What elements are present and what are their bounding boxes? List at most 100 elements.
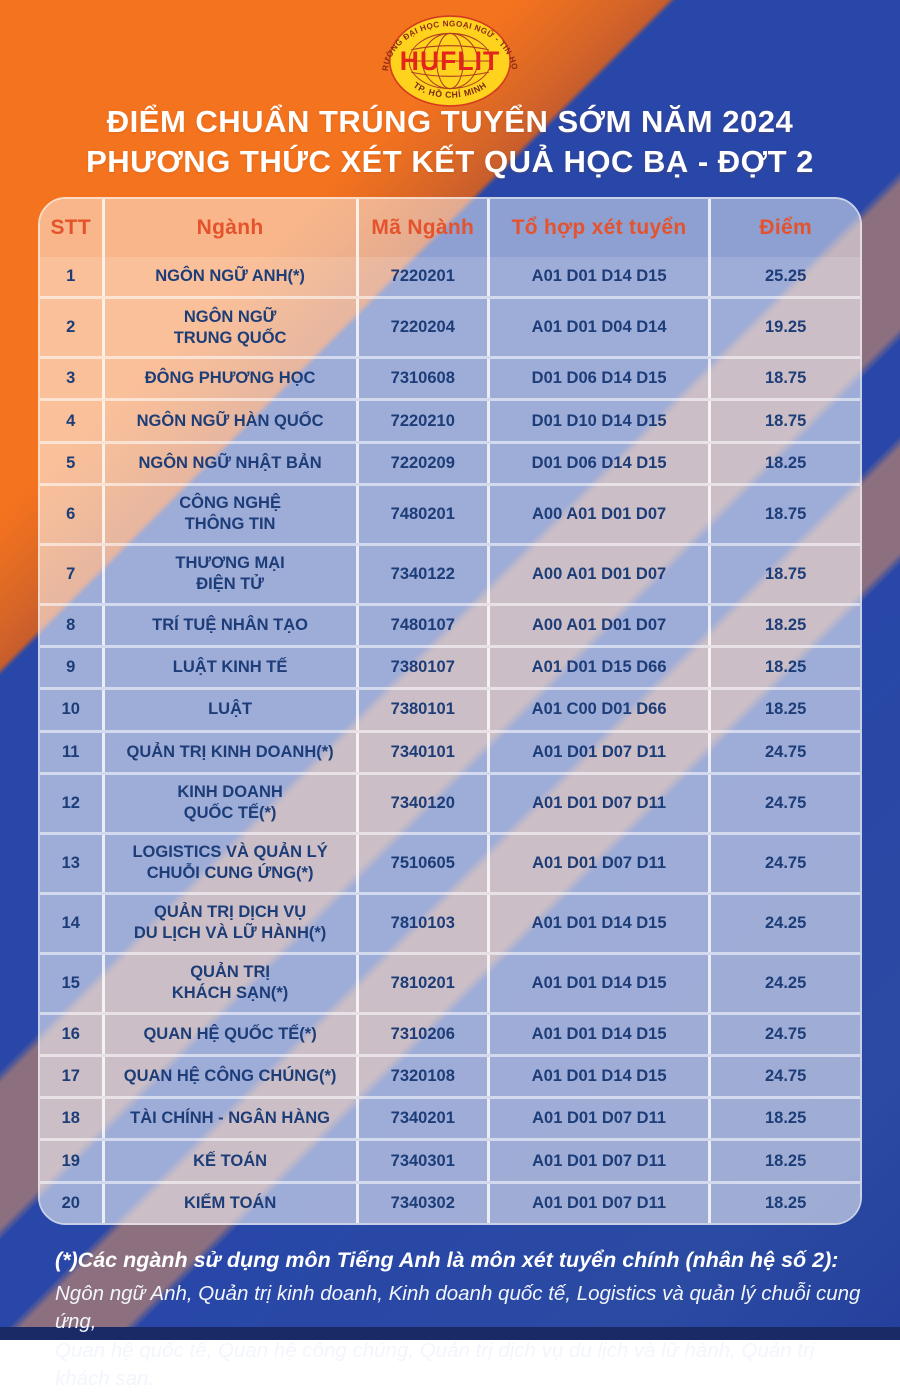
- table-row: 9 LUẬT KINH TẾ 7380107 A01 D01 D15 D66 18.25: [40, 645, 860, 688]
- row-stt: 9: [40, 648, 102, 688]
- row-score: 18.25: [708, 443, 860, 483]
- admission-scores-table: STT Ngành Mã Ngành Tổ hợp xét tuyển Điểm…: [38, 197, 862, 1225]
- row-score: 18.75: [708, 486, 860, 543]
- logo-name-text: HUFLIT: [400, 46, 500, 76]
- table-row: 8 TRÍ TUỆ NHÂN TẠO 7480107 A00 A01 D01 D07 1…: [40, 602, 860, 646]
- row-major-code: 7810201: [355, 954, 487, 1012]
- table-row: 1 NGÔN NGỮ ANH(*) 7220201 A01 D01 D14 D15 25…: [40, 257, 860, 297]
- row-major-name: QUẢN TRỊ DỊCH VỤ DU LỊCH VÀ LỮ HÀNH(*): [101, 894, 356, 952]
- row-score: 18.25: [708, 1183, 860, 1223]
- row-stt: 17: [40, 1056, 102, 1097]
- row-stt: 16: [40, 1014, 102, 1054]
- table-row: 14 QUẢN TRỊ DỊCH VỤ DU LỊCH VÀ LỮ HÀNH(*)…: [40, 891, 860, 952]
- row-major-name: CÔNG NGHỆ THÔNG TIN: [101, 486, 356, 543]
- row-major-code: 7340302: [355, 1183, 487, 1223]
- row-major-name: KẾ TOÁN: [101, 1141, 356, 1181]
- page-title-line1: ĐIỂM CHUẨN TRÚNG TUYỂN SỚM NĂM 2024: [106, 104, 794, 139]
- footnote-line1: Ngôn ngữ Anh, Quản trị kinh doanh, Kinh …: [55, 1282, 861, 1334]
- row-major-code: 7480201: [355, 486, 487, 543]
- row-stt: 13: [40, 834, 102, 892]
- row-major-name: NGÔN NGỮ TRUNG QUỐC: [101, 299, 356, 357]
- row-stt: 18: [40, 1099, 102, 1139]
- row-stt: 20: [40, 1183, 102, 1223]
- row-major-code: 7220210: [355, 401, 487, 441]
- row-major-name: QUAN HỆ CÔNG CHÚNG(*): [101, 1056, 356, 1097]
- footnote: (*)Các ngành sử dụng môn Tiếng Anh là mô…: [55, 1248, 865, 1393]
- row-subject-combination: A00 A01 D01 D07: [486, 486, 709, 543]
- row-score: 18.75: [708, 401, 860, 441]
- row-major-name: LOGISTICS VÀ QUẢN LÝ CHUỖI CUNG ỨNG(*): [101, 834, 356, 892]
- row-score: 18.25: [708, 648, 860, 688]
- row-subject-combination: A01 D01 D14 D15: [486, 257, 709, 297]
- row-score: 24.75: [708, 1014, 860, 1054]
- row-stt: 12: [40, 774, 102, 832]
- table-row: 3 ĐÔNG PHƯƠNG HỌC 7310608 D01 D06 D14 D15 18…: [40, 356, 860, 399]
- row-stt: 4: [40, 401, 102, 441]
- table-row: 4 NGÔN NGỮ HÀN QUỐC 7220210 D01 D10 D14 D15…: [40, 398, 860, 441]
- row-score: 18.25: [708, 605, 860, 646]
- row-major-code: 7220204: [355, 299, 487, 357]
- row-stt: 2: [40, 299, 102, 357]
- table-row: 6 CÔNG NGHỆ THÔNG TIN 7480201 A00 A01 D01 D…: [40, 483, 860, 543]
- row-stt: 15: [40, 954, 102, 1012]
- row-subject-combination: A01 D01 D15 D66: [486, 648, 709, 688]
- row-major-name: TÀI CHÍNH - NGÂN HÀNG: [101, 1099, 356, 1139]
- row-score: 25.25: [708, 257, 860, 297]
- row-subject-combination: A01 D01 D14 D15: [486, 954, 709, 1012]
- row-major-code: 7310608: [355, 359, 487, 399]
- row-major-name: LUẬT KINH TẾ: [101, 648, 356, 688]
- header: TRƯỜNG ĐẠI HỌC NGOẠI NGỮ - TIN HỌC HUFLI…: [0, 5, 900, 115]
- column-header-ma-nganh: Mã Ngành: [355, 199, 487, 257]
- row-major-name: TRÍ TUỆ NHÂN TẠO: [101, 605, 356, 646]
- column-header-diem: Điểm: [708, 199, 860, 257]
- row-major-name: NGÔN NGỮ NHẬT BẢN: [101, 443, 356, 483]
- row-subject-combination: A01 D01 D14 D15: [486, 894, 709, 952]
- row-major-name: LUẬT: [101, 690, 356, 730]
- table-row: 20 KIỂM TOÁN 7340302 A01 D01 D07 D11 18.25: [40, 1180, 860, 1223]
- row-major-code: 7340122: [355, 545, 487, 603]
- row-major-code: 7380101: [355, 690, 487, 730]
- row-major-name: ĐÔNG PHƯƠNG HỌC: [101, 359, 356, 399]
- footnote-line2: Quan hệ quốc tế, Quan hệ công chúng, Quả…: [55, 1338, 815, 1390]
- row-stt: 10: [40, 690, 102, 730]
- bottom-accent-bar: [0, 1327, 900, 1340]
- row-subject-combination: A01 D01 D14 D15: [486, 1014, 709, 1054]
- row-major-code: 7480107: [355, 605, 487, 646]
- column-header-nganh: Ngành: [101, 199, 356, 257]
- row-score: 24.25: [708, 954, 860, 1012]
- row-stt: 5: [40, 443, 102, 483]
- row-score: 18.25: [708, 1099, 860, 1139]
- row-subject-combination: A01 D01 D07 D11: [486, 1183, 709, 1223]
- row-major-code: 7220209: [355, 443, 487, 483]
- table-row: 2 NGÔN NGỮ TRUNG QUỐC 7220204 A01 D01 D04 D…: [40, 296, 860, 357]
- table-row: 18 TÀI CHÍNH - NGÂN HÀNG 7340201 A01 D01 D0…: [40, 1096, 860, 1139]
- row-major-code: 7340101: [355, 732, 487, 772]
- table-row: 5 NGÔN NGỮ NHẬT BẢN 7220209 D01 D06 D14 D15…: [40, 440, 860, 483]
- row-score: 24.75: [708, 774, 860, 832]
- table-row: 15 QUẢN TRỊ KHÁCH SẠN(*) 7810201 A01 D01 D1…: [40, 951, 860, 1012]
- page-title: ĐIỂM CHUẨN TRÚNG TUYỂN SỚM NĂM 2024 PHƯƠ…: [0, 102, 900, 181]
- row-major-name: THƯƠNG MẠI ĐIỆN TỬ: [101, 545, 356, 603]
- row-stt: 11: [40, 732, 102, 772]
- row-subject-combination: A01 D01 D14 D15: [486, 1056, 709, 1097]
- row-major-name: KINH DOANH QUỐC TẾ(*): [101, 774, 356, 832]
- row-major-name: QUẢN TRỊ KINH DOANH(*): [101, 732, 356, 772]
- row-score: 24.75: [708, 732, 860, 772]
- row-major-code: 7340301: [355, 1141, 487, 1181]
- column-header-stt: STT: [40, 199, 102, 257]
- row-subject-combination: A01 D01 D07 D11: [486, 774, 709, 832]
- row-subject-combination: D01 D10 D14 D15: [486, 401, 709, 441]
- row-major-code: 7220201: [355, 257, 487, 297]
- globe-icon: [408, 32, 492, 90]
- table-row: 10 LUẬT 7380101 A01 C00 D01 D66 18.25: [40, 687, 860, 730]
- row-subject-combination: A01 D01 D07 D11: [486, 834, 709, 892]
- huflit-logo: TRƯỜNG ĐẠI HỌC NGOẠI NGỮ - TIN HỌC HUFLI…: [370, 5, 519, 107]
- row-score: 18.25: [708, 1141, 860, 1181]
- row-stt: 14: [40, 894, 102, 952]
- footnote-heading: (*)Các ngành sử dụng môn Tiếng Anh là mô…: [55, 1248, 839, 1272]
- row-major-code: 7340120: [355, 774, 487, 832]
- row-stt: 8: [40, 605, 102, 646]
- row-score: 24.75: [708, 1056, 860, 1097]
- table-row: 19 KẾ TOÁN 7340301 A01 D01 D07 D11 18.25: [40, 1138, 860, 1181]
- table-row: 17 QUAN HỆ CÔNG CHÚNG(*) 7320108 A01 D01 D1…: [40, 1053, 860, 1097]
